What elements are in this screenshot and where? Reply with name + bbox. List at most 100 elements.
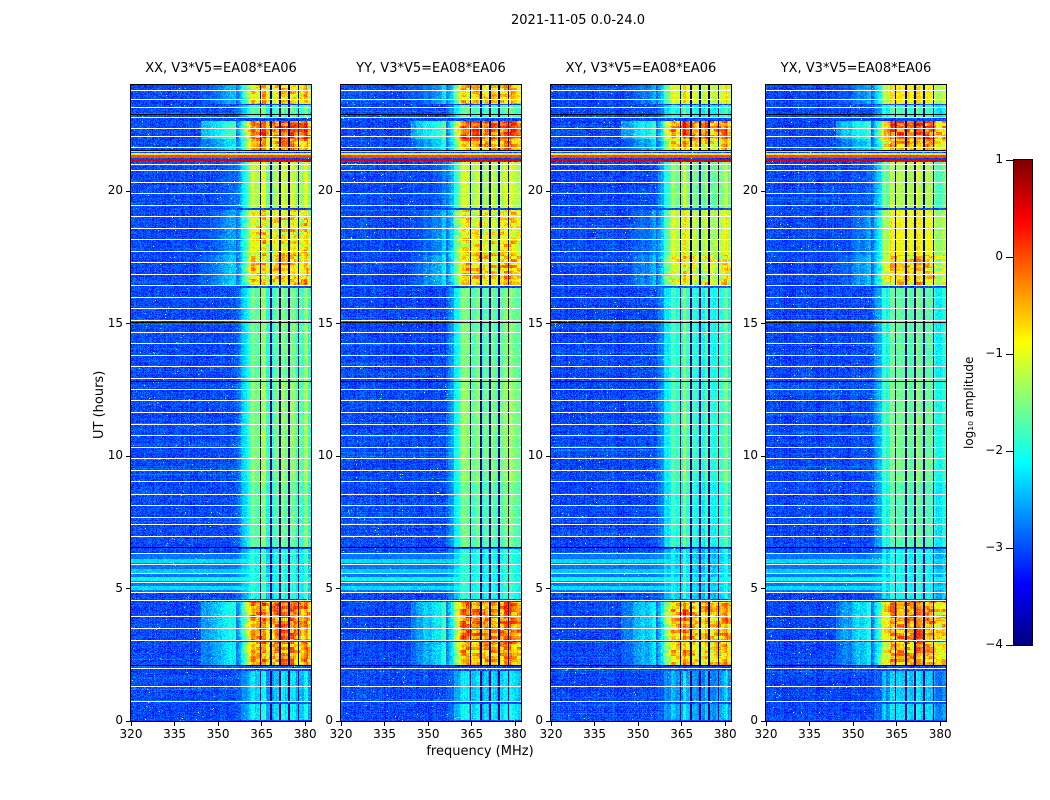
y-tick-mark xyxy=(761,588,765,589)
spectrogram-canvas-xy xyxy=(550,84,732,722)
y-tick-label: 10 xyxy=(742,448,758,462)
y-tick-label: 20 xyxy=(107,183,123,197)
y-tick-mark xyxy=(546,323,550,324)
x-tick-mark xyxy=(852,722,854,726)
x-tick-label: 320 xyxy=(329,727,353,741)
colorbar-tick-label: 1 xyxy=(995,152,1003,166)
y-tick-label: 5 xyxy=(750,580,758,595)
x-tick-mark xyxy=(471,722,473,726)
x-tick-label: 380 xyxy=(713,727,737,741)
colorbar-tick-label: −3 xyxy=(985,540,1003,554)
x-tick-mark xyxy=(637,722,639,726)
y-tick-mark xyxy=(126,588,130,589)
x-tick-label: 365 xyxy=(250,727,274,741)
y-tick-label: 0 xyxy=(325,713,333,727)
x-tick-mark xyxy=(261,722,263,726)
y-tick-mark xyxy=(761,720,765,722)
y-tick-label: 5 xyxy=(535,580,543,595)
y-tick-mark xyxy=(336,190,340,192)
colorbar-tick-label: 0 xyxy=(995,249,1003,263)
x-tick-mark xyxy=(304,722,306,726)
y-tick-label: 15 xyxy=(527,315,543,330)
x-tick-mark xyxy=(174,722,176,726)
x-tick-label: 365 xyxy=(885,727,909,741)
x-tick-label: 320 xyxy=(539,727,563,741)
colorbar-tick-mark xyxy=(1006,644,1013,646)
y-tick-label: 10 xyxy=(527,448,543,462)
x-tick-label: 365 xyxy=(460,727,484,741)
figure-title: 2021-11-05 0.0-24.0 xyxy=(511,13,645,28)
x-tick-mark xyxy=(896,722,898,726)
x-tick-label: 335 xyxy=(583,727,606,741)
x-tick-label: 350 xyxy=(206,727,230,741)
colorbar-tick-label: −1 xyxy=(985,346,1003,360)
y-tick-mark xyxy=(126,455,130,457)
x-tick-mark xyxy=(514,722,516,726)
x-tick-mark xyxy=(550,722,552,726)
y-tick-mark xyxy=(336,588,340,589)
colorbar-tick-mark xyxy=(1006,256,1013,258)
y-tick-mark xyxy=(546,190,550,192)
spectrogram-canvas-xx xyxy=(130,84,312,722)
x-tick-label: 380 xyxy=(503,727,527,741)
y-tick-mark xyxy=(126,323,130,324)
y-tick-label: 15 xyxy=(107,315,123,330)
panel-xy: XY, V3*V5=EA08*EA06 xyxy=(550,61,732,722)
y-tick-mark xyxy=(546,588,550,589)
x-tick-mark xyxy=(130,722,132,726)
y-tick-label: 15 xyxy=(742,315,758,330)
x-tick-label: 320 xyxy=(754,727,778,741)
x-tick-mark xyxy=(724,722,726,726)
y-tick-label: 10 xyxy=(317,448,333,462)
panel-title-xx: XX, V3*V5=EA08*EA06 xyxy=(145,61,297,76)
x-tick-mark xyxy=(217,722,219,726)
y-tick-label: 20 xyxy=(742,183,758,197)
x-tick-label: 365 xyxy=(670,727,694,741)
colorbar-tick-mark xyxy=(1006,450,1013,452)
panel-title-yx: YX, V3*V5=EA08*EA06 xyxy=(780,61,932,76)
y-tick-label: 20 xyxy=(317,183,333,197)
x-tick-mark xyxy=(939,722,941,726)
spectrogram-canvas-yx xyxy=(765,84,947,722)
y-tick-mark xyxy=(546,455,550,457)
spectrogram-canvas-yy xyxy=(340,84,522,722)
x-tick-mark xyxy=(340,722,342,726)
y-tick-mark xyxy=(761,455,765,457)
y-tick-mark xyxy=(126,720,130,722)
y-tick-label: 0 xyxy=(115,713,123,727)
x-axis-label: frequency (MHz) xyxy=(426,744,534,759)
panel-title-yy: YY, V3*V5=EA08*EA06 xyxy=(356,61,506,76)
y-tick-label: 15 xyxy=(317,315,333,330)
colorbar-tick-mark xyxy=(1006,159,1013,161)
colorbar-tick-label: −4 xyxy=(985,637,1003,651)
x-tick-label: 380 xyxy=(293,727,317,741)
x-tick-mark xyxy=(681,722,683,726)
x-tick-label: 335 xyxy=(163,727,186,741)
colorbar xyxy=(1013,159,1033,646)
panel-yx: YX, V3*V5=EA08*EA06 xyxy=(765,61,947,722)
x-tick-mark xyxy=(809,722,811,726)
colorbar-tick-label: −2 xyxy=(985,443,1003,457)
y-tick-label: 20 xyxy=(527,183,543,197)
y-tick-mark xyxy=(336,455,340,457)
y-tick-mark xyxy=(761,190,765,192)
x-tick-label: 335 xyxy=(798,727,821,741)
x-tick-mark xyxy=(384,722,386,726)
y-tick-label: 0 xyxy=(750,713,758,727)
x-tick-label: 350 xyxy=(626,727,650,741)
x-tick-label: 320 xyxy=(119,727,143,741)
panel-yy: YY, V3*V5=EA08*EA06 xyxy=(340,61,522,722)
y-tick-label: 5 xyxy=(325,580,333,595)
x-tick-label: 380 xyxy=(928,727,952,741)
y-tick-label: 0 xyxy=(535,713,543,727)
colorbar-label: log₁₀ amplitude xyxy=(962,356,976,450)
y-tick-mark xyxy=(336,323,340,324)
x-tick-label: 335 xyxy=(373,727,396,741)
y-tick-mark xyxy=(546,720,550,722)
y-tick-mark xyxy=(336,720,340,722)
x-tick-label: 350 xyxy=(841,727,865,741)
colorbar-tick-mark xyxy=(1006,547,1013,549)
x-tick-mark xyxy=(427,722,429,726)
x-tick-label: 350 xyxy=(416,727,440,741)
